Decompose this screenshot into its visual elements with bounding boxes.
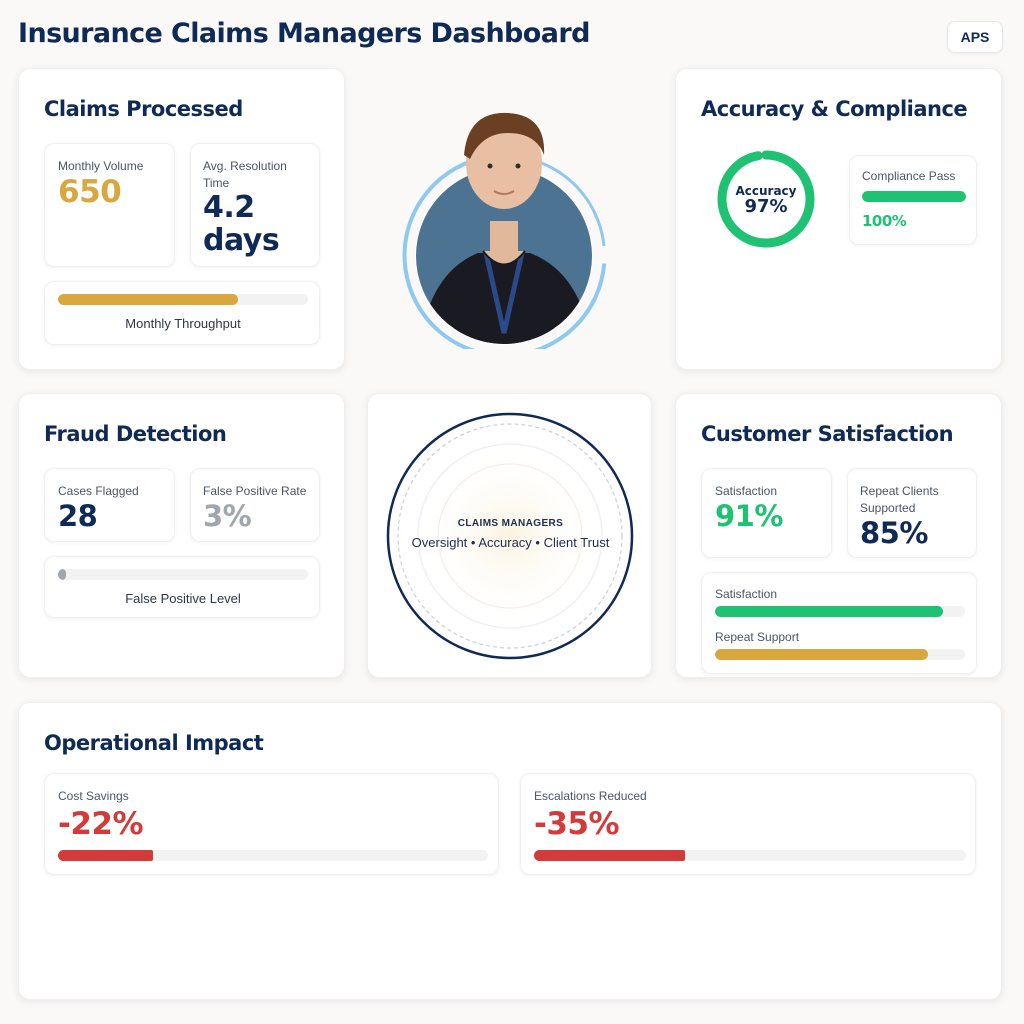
- cost-savings-value: -22%: [58, 806, 144, 842]
- accuracy-ring-arc: [717, 150, 815, 248]
- compliance-bar: [862, 191, 966, 202]
- cases-flagged-value: 28: [58, 499, 98, 533]
- false-positive-rate-tile: False Positive Rate 3%: [190, 468, 320, 542]
- repeat-support-bar: [715, 649, 965, 660]
- throughput-label: Monthly Throughput: [125, 316, 241, 331]
- claims-managers-badge-card: CLAIMS MANAGERS Oversight • Accuracy • C…: [367, 393, 652, 678]
- repeat-clients-label: Repeat Clients Supported: [860, 484, 939, 515]
- badge-rings-icon: [386, 412, 634, 660]
- compliance-label: Compliance Pass: [862, 169, 956, 183]
- accuracy-compliance-title: Accuracy & Compliance: [701, 97, 968, 121]
- cases-flagged-label: Cases Flagged: [58, 484, 139, 498]
- compliance-value: 100%: [862, 212, 907, 230]
- escalations-reduced-bar-fill: [534, 850, 686, 861]
- false-positive-rate-label: False Positive Rate: [203, 484, 307, 498]
- satisfaction-value: 91%: [715, 499, 783, 533]
- cases-flagged-tile: Cases Flagged 28: [44, 468, 175, 542]
- false-positive-level-tile: False Positive Level: [44, 556, 320, 618]
- resolution-time-value: 4.2: [203, 190, 255, 225]
- throughput-bar: [58, 294, 308, 305]
- customer-satisfaction-card: Customer Satisfaction Satisfaction 91% R…: [675, 393, 1002, 678]
- claims-processed-card: Claims Processed Monthly Volume 650 Avg.…: [18, 68, 345, 370]
- repeat-support-bar-label: Repeat Support: [715, 630, 800, 644]
- satisfaction-tile: Satisfaction 91%: [701, 468, 832, 558]
- accuracy-ring: Accuracy 97%: [716, 149, 816, 249]
- satisfaction-bars-tile: Satisfaction Repeat Support: [701, 572, 977, 674]
- accuracy-ring-value: 97%: [744, 196, 788, 217]
- badge-heading: CLAIMS MANAGERS: [457, 518, 564, 529]
- claims-processed-title: Claims Processed: [44, 97, 243, 121]
- resolution-time-label: Avg. Resolution Time: [203, 159, 287, 190]
- operational-impact-card: Operational Impact Cost Savings -22% Esc…: [18, 702, 1002, 1000]
- false-positive-level-label: False Positive Level: [125, 591, 241, 606]
- false-positive-rate-value: 3%: [203, 499, 252, 533]
- fraud-detection-card: Fraud Detection Cases Flagged 28 False P…: [18, 393, 345, 678]
- compliance-tile: Compliance Pass 100%: [849, 155, 977, 245]
- false-positive-level-bar: [58, 569, 308, 580]
- accuracy-ring-label: Accuracy: [735, 184, 797, 198]
- page-title: Insurance Claims Managers Dashboard: [18, 18, 590, 49]
- false-positive-level-fill: [58, 569, 66, 580]
- badge-tagline: Oversight • Accuracy • Client Trust: [411, 535, 610, 550]
- satisfaction-bar-label: Satisfaction: [715, 587, 778, 601]
- repeat-clients-tile: Repeat Clients Supported 85%: [847, 468, 977, 558]
- cost-savings-label: Cost Savings: [58, 789, 129, 803]
- satisfaction-label: Satisfaction: [715, 484, 778, 498]
- throughput-bar-fill: [58, 294, 238, 305]
- resolution-time-tile: Avg. Resolution Time 4.2 days: [190, 143, 320, 267]
- fraud-detection-title: Fraud Detection: [44, 422, 227, 446]
- cost-savings-bar-fill: [58, 850, 153, 861]
- operational-impact-title: Operational Impact: [44, 731, 264, 755]
- customer-satisfaction-title: Customer Satisfaction: [701, 422, 954, 446]
- cost-savings-tile: Cost Savings -22%: [44, 773, 499, 875]
- satisfaction-bar: [715, 606, 965, 617]
- escalations-reduced-tile: Escalations Reduced -35%: [520, 773, 976, 875]
- monthly-volume-value: 650: [58, 174, 122, 210]
- monthly-volume-label: Monthly Volume: [58, 159, 144, 173]
- accuracy-compliance-card: Accuracy & Compliance Accuracy 97% Compl…: [675, 68, 1002, 370]
- person-photo-icon: [402, 112, 607, 358]
- escalations-reduced-bar: [534, 850, 966, 861]
- repeat-clients-value: 85%: [860, 516, 928, 550]
- satisfaction-bar-fill: [715, 606, 943, 617]
- repeat-support-bar-fill: [715, 649, 928, 660]
- resolution-time-unit: days: [203, 223, 280, 258]
- cost-savings-bar: [58, 850, 488, 861]
- escalations-reduced-value: -35%: [534, 806, 620, 842]
- compliance-bar-fill: [862, 191, 966, 202]
- profile-photo: [398, 103, 610, 358]
- monthly-volume-tile: Monthly Volume 650: [44, 143, 175, 267]
- throughput-tile: Monthly Throughput: [44, 281, 320, 345]
- escalations-reduced-label: Escalations Reduced: [534, 789, 647, 803]
- aps-badge[interactable]: APS: [947, 21, 1003, 53]
